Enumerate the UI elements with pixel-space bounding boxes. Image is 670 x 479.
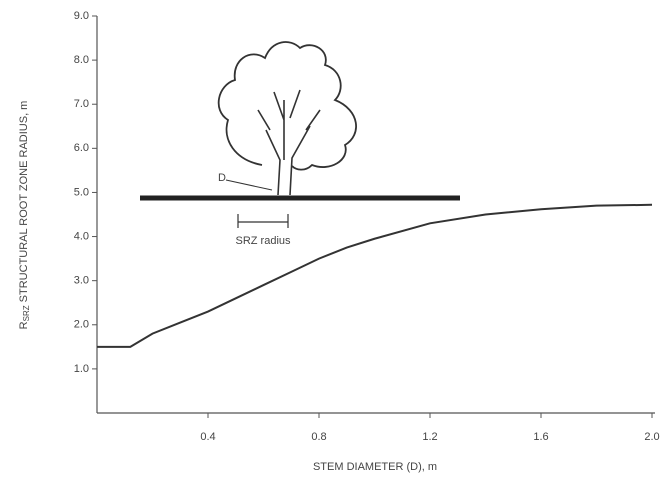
- data-line: [97, 203, 653, 348]
- annotation-d: D: [218, 172, 226, 184]
- annotation-srz: SRZ radius: [235, 235, 291, 247]
- tree-illustration: [140, 41, 460, 228]
- y-tick-label: 3.0: [74, 275, 89, 287]
- x-tick-label: 2.0: [644, 431, 659, 443]
- y-tick-label: 8.0: [74, 54, 89, 66]
- y-tick-label: 6.0: [74, 142, 89, 154]
- y-label-sub: SRZ: [22, 305, 31, 321]
- y-tick-label: 4.0: [74, 230, 89, 242]
- x-tick-label: 1.6: [533, 431, 548, 443]
- y-tick-label: 1.0: [74, 363, 89, 375]
- y-tick-label: 5.0: [74, 186, 89, 198]
- y-label-main: R: [18, 321, 30, 329]
- y-tick-label: 2.0: [74, 319, 89, 331]
- y-tick-label: 7.0: [74, 98, 89, 110]
- x-axis-label: STEM DIAMETER (D), m: [313, 461, 437, 473]
- x-tick-label: 0.8: [311, 431, 326, 443]
- y-axis-label: RSRZ STRUCTURAL ROOT ZONE RADIUS, m: [18, 101, 31, 330]
- y-label-rest: STRUCTURAL ROOT ZONE RADIUS, m: [18, 101, 30, 306]
- y-tick-label: 9.0: [74, 10, 89, 22]
- x-tick-label: 1.2: [422, 431, 437, 443]
- x-tick-label: 0.4: [200, 431, 215, 443]
